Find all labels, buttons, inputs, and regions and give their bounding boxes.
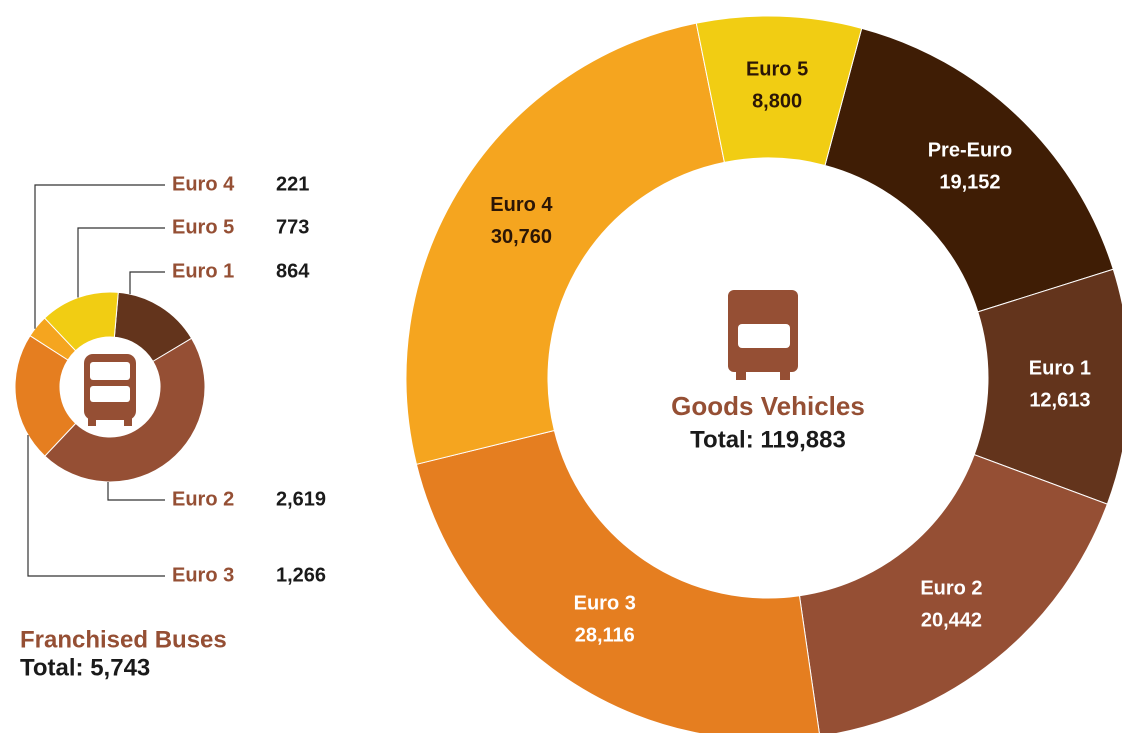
segment-value: 864 [276,260,310,282]
truck-wheel [780,370,790,380]
segment-label: Euro 1 [1029,358,1091,380]
segment-label: Pre-Euro [928,139,1012,161]
segment-label: Euro 5 [172,216,234,238]
leader-line [27,434,165,577]
truck-window [738,324,790,348]
donut-segment [14,334,77,457]
segment-label: Euro 3 [172,564,234,586]
bus-wheel [124,418,132,426]
bus-wheel [88,418,96,426]
goods-total: Total: 119,883 [690,426,846,453]
bus-window [90,386,130,402]
segment-label: Euro 4 [172,173,235,195]
segment-value: 1,266 [276,564,326,586]
segment-value: 221 [276,173,309,195]
segment-label: Euro 3 [574,592,636,614]
leader-line [77,227,165,298]
segment-value: 20,442 [921,609,982,631]
icons [84,290,798,426]
leader-line [107,481,165,501]
segment-value: 19,152 [939,171,1000,193]
bus-window [90,362,130,380]
segment-value: 30,760 [491,226,552,248]
segment-value: 8,800 [752,90,802,112]
donut-segment [798,454,1108,733]
donut-segment [695,15,863,167]
segment-value: 12,613 [1029,390,1090,412]
bus-total: Total: 5,743 [20,654,150,681]
leader-line [129,271,165,295]
donut-segment [43,291,119,352]
donut-segment [405,22,726,465]
segment-label: Euro 2 [172,488,234,510]
donut-segment [44,337,206,483]
segment-label: Euro 5 [746,58,808,80]
segment-label: Euro 1 [172,260,234,282]
truck-wheel [736,370,746,380]
donut-segment [824,27,1114,313]
leader-line [34,184,165,329]
segment-value: 2,619 [276,488,326,510]
segment-value: 773 [276,216,309,238]
segment-label: Euro 2 [920,577,982,599]
donut-segment [415,429,820,733]
segment-value: 28,116 [575,624,635,646]
bus-title: Franchised Buses [20,626,227,653]
segment-label: Euro 4 [490,194,553,216]
goods-title: Goods Vehicles [671,391,865,421]
